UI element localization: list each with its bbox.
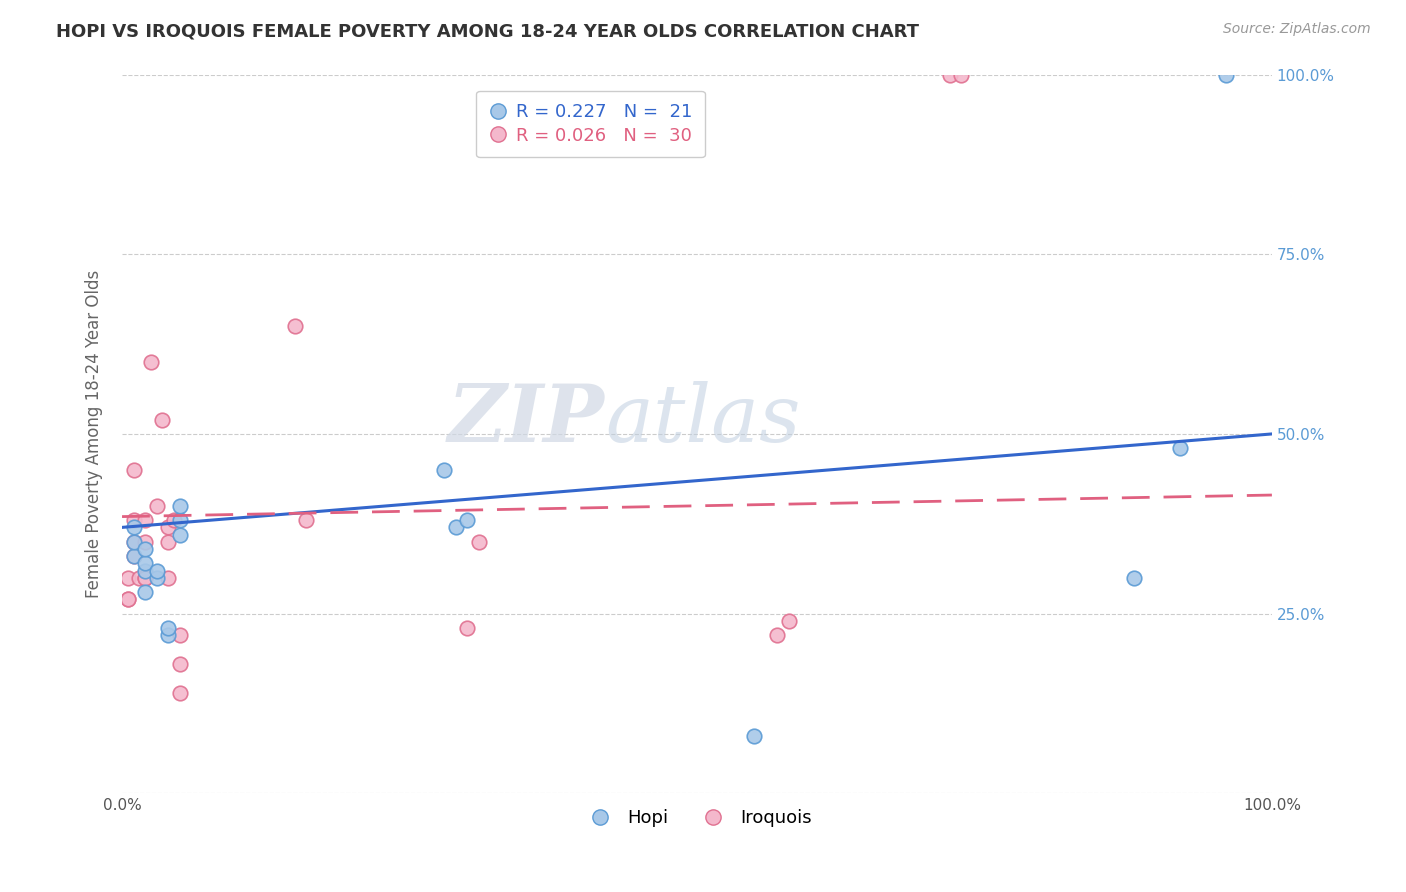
Point bbox=[1215, 68, 1237, 82]
Point bbox=[456, 513, 478, 527]
Point bbox=[122, 549, 145, 563]
Point bbox=[134, 571, 156, 585]
Point bbox=[939, 68, 962, 82]
Point bbox=[163, 513, 186, 527]
Point bbox=[122, 520, 145, 534]
Point bbox=[444, 520, 467, 534]
Point bbox=[169, 513, 191, 527]
Point bbox=[128, 571, 150, 585]
Point bbox=[139, 355, 162, 369]
Text: ZIP: ZIP bbox=[449, 381, 605, 458]
Point bbox=[134, 564, 156, 578]
Point bbox=[169, 499, 191, 513]
Point bbox=[145, 571, 167, 585]
Point bbox=[1122, 571, 1144, 585]
Text: HOPI VS IROQUOIS FEMALE POVERTY AMONG 18-24 YEAR OLDS CORRELATION CHART: HOPI VS IROQUOIS FEMALE POVERTY AMONG 18… bbox=[56, 22, 920, 40]
Point bbox=[117, 592, 139, 607]
Point bbox=[117, 571, 139, 585]
Point bbox=[283, 319, 305, 334]
Point bbox=[134, 585, 156, 599]
Point bbox=[122, 549, 145, 563]
Y-axis label: Female Poverty Among 18-24 Year Olds: Female Poverty Among 18-24 Year Olds bbox=[86, 269, 103, 598]
Point bbox=[157, 628, 180, 642]
Point bbox=[122, 513, 145, 527]
Point bbox=[1168, 442, 1191, 456]
Point bbox=[134, 513, 156, 527]
Point bbox=[433, 463, 456, 477]
Point bbox=[157, 571, 180, 585]
Point bbox=[145, 499, 167, 513]
Point bbox=[950, 68, 973, 82]
Point bbox=[169, 657, 191, 671]
Legend: Hopi, Iroquois: Hopi, Iroquois bbox=[575, 802, 820, 835]
Point bbox=[157, 534, 180, 549]
Point bbox=[778, 614, 800, 628]
Point bbox=[766, 628, 789, 642]
Point bbox=[295, 513, 318, 527]
Point bbox=[157, 520, 180, 534]
Point bbox=[744, 729, 766, 743]
Point bbox=[169, 686, 191, 700]
Point bbox=[122, 463, 145, 477]
Text: atlas: atlas bbox=[605, 381, 800, 458]
Point bbox=[134, 571, 156, 585]
Point bbox=[157, 621, 180, 635]
Point bbox=[134, 534, 156, 549]
Point bbox=[122, 534, 145, 549]
Point bbox=[117, 592, 139, 607]
Point bbox=[169, 527, 191, 541]
Point bbox=[467, 534, 489, 549]
Point bbox=[456, 621, 478, 635]
Point bbox=[169, 628, 191, 642]
Point bbox=[122, 534, 145, 549]
Point bbox=[134, 557, 156, 571]
Text: Source: ZipAtlas.com: Source: ZipAtlas.com bbox=[1223, 22, 1371, 37]
Point bbox=[150, 412, 173, 426]
Point bbox=[145, 564, 167, 578]
Point bbox=[134, 541, 156, 556]
